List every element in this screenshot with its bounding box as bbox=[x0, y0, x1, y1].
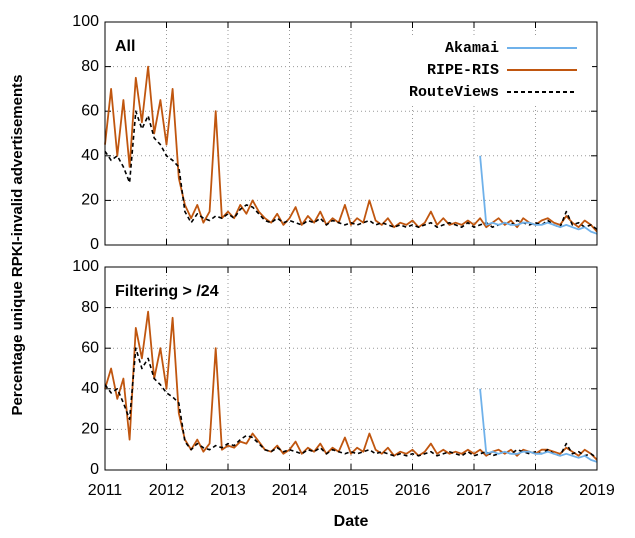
panel-title: All bbox=[115, 38, 135, 55]
y-tick-label: 40 bbox=[81, 380, 99, 397]
y-tick-label: 60 bbox=[81, 339, 99, 356]
series-line bbox=[479, 388, 598, 463]
x-axis-label: Date bbox=[334, 513, 369, 530]
series-line bbox=[479, 155, 598, 235]
x-tick-label: 2012 bbox=[149, 482, 185, 499]
series-line bbox=[104, 110, 598, 231]
x-tick-label: 2017 bbox=[456, 482, 492, 499]
plot-frame bbox=[104, 21, 598, 246]
y-tick-label: 20 bbox=[81, 192, 99, 209]
y-tick-label: 80 bbox=[81, 58, 99, 75]
x-tick-label: 2014 bbox=[272, 482, 308, 499]
plot-frame bbox=[104, 266, 598, 471]
panel-title: Filtering > /24 bbox=[115, 283, 219, 300]
x-tick-label: 2011 bbox=[88, 482, 123, 499]
y-tick-label: 40 bbox=[81, 147, 99, 164]
y-tick-label: 20 bbox=[81, 421, 99, 438]
legend-label: RouteViews bbox=[409, 84, 499, 101]
y-tick-label: 0 bbox=[90, 461, 99, 478]
y-tick-label: 80 bbox=[81, 299, 99, 316]
legend-label: RIPE-RIS bbox=[427, 62, 499, 79]
series-line bbox=[104, 347, 598, 459]
y-tick-label: 0 bbox=[90, 236, 99, 253]
x-tick-label: 2019 bbox=[579, 482, 615, 499]
legend-label: Akamai bbox=[445, 40, 499, 57]
y-tick-label: 100 bbox=[72, 258, 99, 275]
x-tick-label: 2013 bbox=[210, 482, 246, 499]
y-axis-label: Percentage unique RPKI-invalid advertise… bbox=[9, 75, 26, 416]
plot-background bbox=[105, 267, 597, 470]
y-tick-label: 60 bbox=[81, 102, 99, 119]
x-tick-label: 2018 bbox=[518, 482, 554, 499]
x-tick-label: 2015 bbox=[333, 482, 369, 499]
x-tick-label: 2016 bbox=[395, 482, 431, 499]
y-tick-label: 100 bbox=[72, 13, 99, 30]
